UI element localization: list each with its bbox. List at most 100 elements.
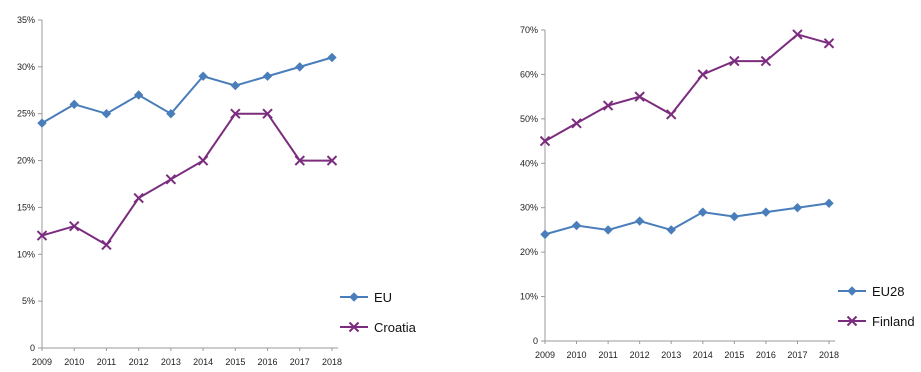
y-tick-label: 70%: [520, 25, 538, 35]
legend-item-eu28: EU28: [838, 284, 905, 299]
legend-marker: [846, 315, 858, 327]
y-tick-label: 20%: [17, 156, 35, 166]
x-tick-label: 2010: [567, 350, 587, 360]
data-point-finland-2010: [571, 118, 582, 129]
data-point-croatia-2010-stroke-b: [69, 220, 80, 232]
data-point-croatia-2017-stroke-b: [294, 155, 305, 166]
x-tick-label: 2014: [693, 350, 713, 360]
y-tick-label: 60%: [520, 69, 538, 79]
data-point-croatia-2015-stroke-b: [230, 108, 241, 119]
data-point-eu-2015: [230, 80, 241, 91]
data-point-finland-2012: [634, 91, 645, 102]
data-point-croatia-2016: [262, 108, 273, 119]
data-point-croatia-2013: [165, 174, 177, 185]
legend-label: Finland: [872, 314, 915, 329]
data-point-eu-2016: [262, 71, 273, 81]
y-tick-label: 50%: [520, 114, 538, 124]
x-tick-label: 2016: [258, 357, 278, 367]
y-tick-label: 15%: [17, 202, 35, 212]
y-tick-label: 0: [30, 343, 35, 353]
data-point-eu28-2011: [603, 225, 613, 235]
data-point-croatia-2017: [294, 155, 305, 166]
legend-marker: [847, 286, 857, 296]
data-point-finland-2011-stroke-b: [602, 100, 614, 111]
x-tick-label: 2015: [724, 350, 744, 360]
x-tick-label: 2013: [161, 357, 181, 367]
data-point-finland-2016: [760, 55, 772, 67]
data-point-eu-2018: [327, 52, 337, 63]
data-point-finland-2014: [697, 69, 708, 80]
x-tick-label: 2009: [535, 350, 555, 360]
y-tick-label: 40%: [520, 158, 538, 168]
data-point-finland-2011: [602, 100, 614, 111]
data-point-eu-2014: [198, 71, 208, 81]
data-point-eu-2013: [166, 109, 176, 119]
data-point-finland-2010-stroke-b: [571, 118, 582, 129]
y-tick-label: 10%: [520, 292, 538, 302]
data-point-finland-2017: [792, 29, 803, 40]
data-point-croatia-2014: [197, 155, 209, 166]
legend-item-eu: EU: [340, 290, 392, 305]
y-tick-label: 10%: [17, 249, 35, 259]
data-point-croatia-2015: [230, 108, 241, 119]
data-point-croatia-2012: [133, 192, 144, 204]
data-point-eu28-2015: [729, 211, 740, 222]
data-point-croatia-2016-stroke-b: [262, 108, 273, 119]
data-point-finland-2014-stroke-b: [697, 69, 708, 80]
x-tick-label: 2017: [787, 350, 807, 360]
data-point-croatia-2013-stroke-b: [165, 174, 177, 185]
data-point-eu28-2010: [571, 220, 582, 231]
x-tick-label: 2012: [129, 357, 149, 367]
y-tick-label: 20%: [520, 247, 538, 257]
legend-item-finland: Finland: [838, 314, 915, 329]
data-point-finland-2017-stroke-b: [792, 29, 803, 40]
legend-marker-stroke-b: [846, 315, 858, 327]
data-point-eu28-2014: [698, 207, 708, 217]
series-line-eu: [41, 56, 333, 124]
legend-label: EU28: [872, 284, 905, 299]
data-point-croatia-2011: [101, 239, 112, 251]
x-tick-label: 2016: [756, 350, 776, 360]
x-tick-label: 2011: [97, 357, 116, 367]
data-point-croatia-2010: [69, 220, 80, 232]
x-tick-label: 2018: [819, 350, 839, 360]
series-line-croatia: [41, 112, 332, 247]
x-tick-label: 2013: [661, 350, 681, 360]
data-point-finland-2009-stroke-b: [539, 135, 551, 147]
series-line-eu28: [544, 202, 830, 236]
data-point-finland-2013: [666, 109, 677, 120]
x-tick-label: 2015: [225, 357, 245, 367]
x-tick-label: 2009: [32, 357, 52, 367]
data-point-finland-2012-stroke-b: [634, 91, 645, 102]
legend-marker: [349, 292, 359, 302]
y-tick-label: 30%: [520, 203, 538, 213]
y-tick-label: 35%: [17, 15, 35, 25]
series-line-finland: [544, 33, 830, 142]
data-point-croatia-2009: [36, 230, 48, 241]
legend-marker: [348, 321, 360, 333]
data-point-eu28-2018: [824, 198, 834, 208]
data-point-eu28-2009: [540, 229, 550, 240]
legend-label: Croatia: [374, 320, 417, 335]
data-point-eu-2010: [69, 99, 79, 110]
legend-item-croatia: Croatia: [340, 320, 417, 335]
data-point-finland-2015: [729, 55, 740, 67]
data-point-eu-2011: [101, 109, 112, 119]
data-point-finland-2013-stroke-b: [666, 109, 677, 120]
y-tick-label: 5%: [22, 296, 35, 306]
y-tick-label: 30%: [17, 62, 35, 72]
data-point-finland-2016-stroke-b: [760, 55, 772, 67]
data-point-croatia-2009-stroke-b: [36, 230, 48, 241]
x-tick-label: 2010: [64, 357, 84, 367]
legend-label: EU: [374, 290, 392, 305]
chart-eu-croatia: 0 5% 10% 15% 20% 25% 30% 35% 2009 2010 2011 2012 201…: [17, 15, 417, 367]
data-point-eu28-2017: [792, 203, 803, 213]
x-tick-label: 2014: [193, 357, 213, 367]
data-point-croatia-2018: [326, 155, 338, 166]
data-point-croatia-2012-stroke-b: [133, 192, 144, 204]
data-point-croatia-2011-stroke-b: [101, 239, 112, 251]
x-tick-label: 2018: [322, 357, 342, 367]
data-point-finland-2018-stroke-b: [823, 38, 835, 49]
data-point-eu-2017: [295, 62, 305, 72]
